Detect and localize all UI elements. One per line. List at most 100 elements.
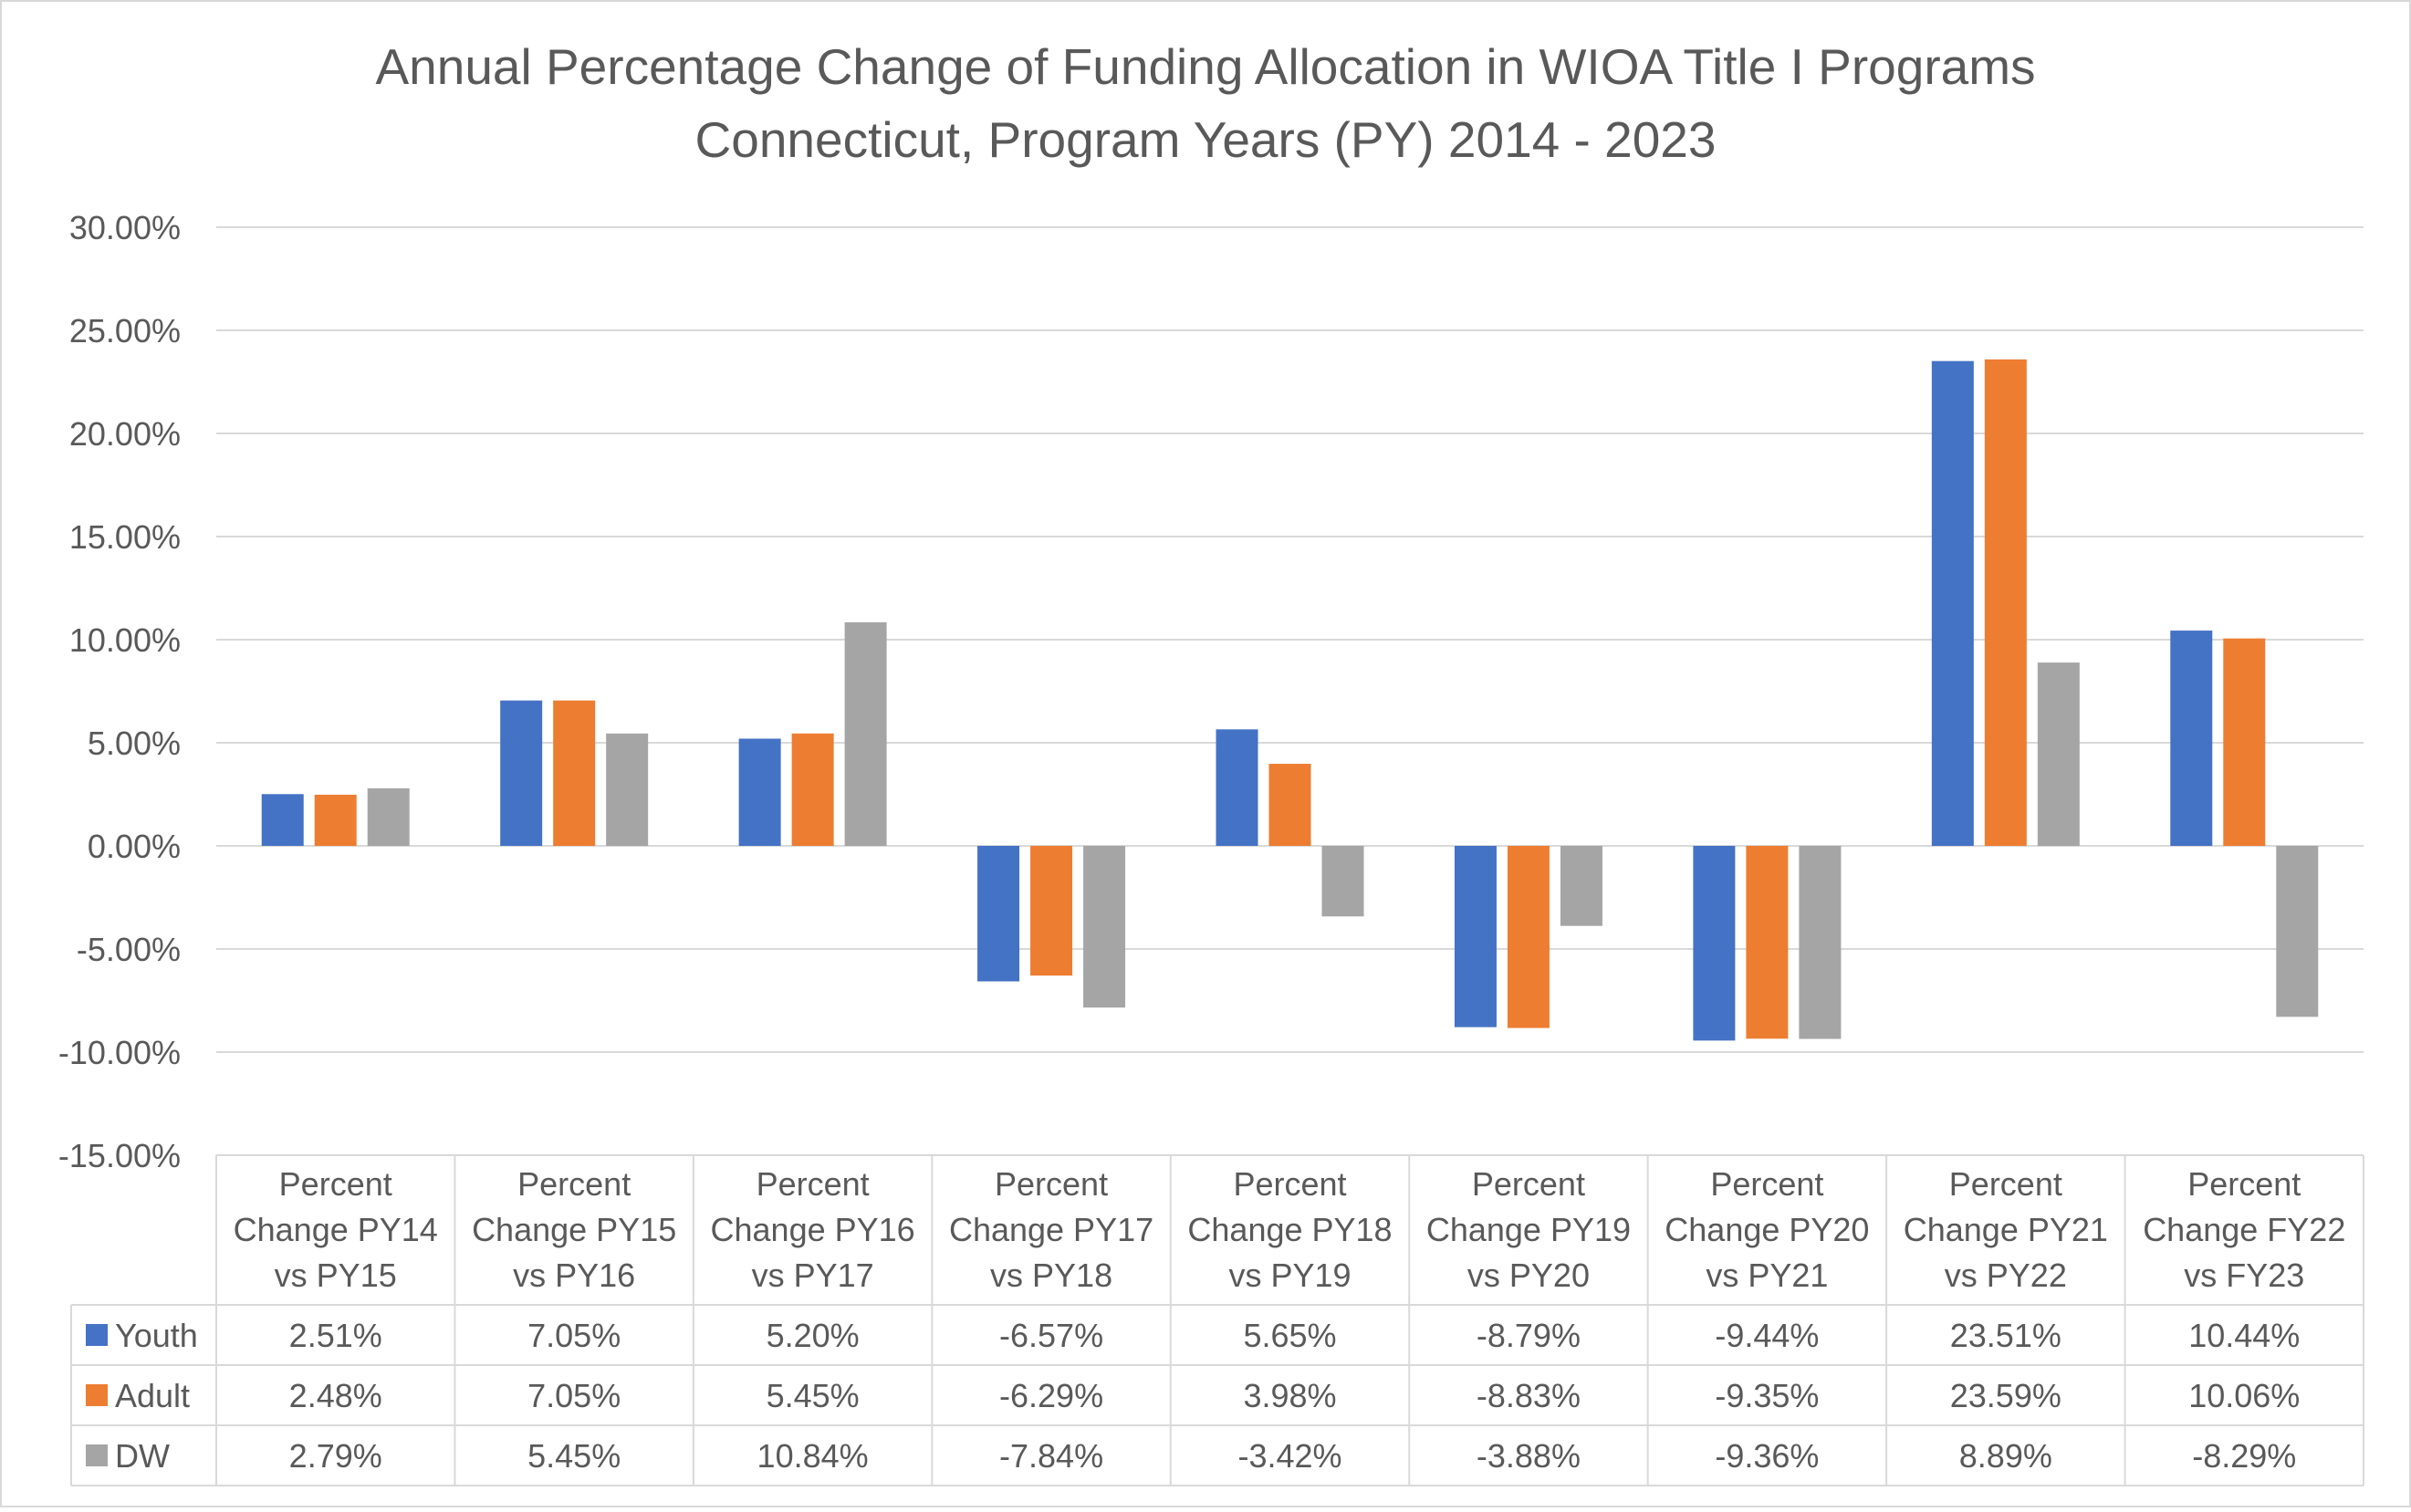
data-table-value: 8.89% — [1959, 1437, 2052, 1475]
data-table-value: 5.20% — [767, 1317, 860, 1354]
data-table-value: -6.29% — [999, 1377, 1103, 1414]
data-table-value: -6.57% — [999, 1317, 1103, 1354]
category-label: vs PY22 — [1945, 1257, 2067, 1294]
bar-adult — [1507, 846, 1550, 1028]
data-table-value: -3.88% — [1477, 1437, 1581, 1475]
bar-adult — [1746, 846, 1789, 1039]
bar-youth — [2170, 631, 2213, 846]
category-label: Change PY15 — [472, 1211, 676, 1248]
data-table-value: 7.05% — [527, 1317, 621, 1354]
data-table: Percent Change PY14 vs PY15 Percent Change P… — [70, 1154, 2364, 1486]
category-label: vs PY21 — [1706, 1257, 1828, 1294]
bar-youth — [261, 794, 304, 846]
category-label: Change PY21 — [1904, 1211, 2108, 1248]
y-tick-label: 20.00% — [69, 415, 181, 453]
bar-adult — [314, 794, 357, 846]
bar-youth — [1454, 846, 1497, 1027]
data-table-value: 10.84% — [757, 1437, 869, 1475]
bar-adult — [1984, 359, 2027, 847]
y-axis-tick-labels: 30.00% 25.00% 20.00% 15.00% 10.00% 5.00% 0.00%… — [58, 209, 181, 1174]
data-table-value: -7.84% — [999, 1437, 1103, 1475]
chart-subtitle: Connecticut, Program Years (PY) 2014 - 2… — [695, 111, 1717, 168]
category-label: Change PY17 — [949, 1211, 1153, 1248]
legend-key-adult — [86, 1384, 108, 1406]
category-label: Change PY14 — [234, 1211, 438, 1248]
bar-dw — [2037, 662, 2080, 846]
data-table-value: -8.79% — [1477, 1317, 1581, 1354]
category-label: Percent — [1710, 1165, 1823, 1203]
category-label: vs FY23 — [2184, 1257, 2304, 1294]
category-label: vs PY18 — [990, 1257, 1112, 1294]
data-table-value: -8.29% — [2192, 1437, 2296, 1475]
legend-key-youth — [86, 1324, 108, 1346]
bar-adult — [2223, 638, 2266, 846]
data-table-value: 2.51% — [289, 1317, 382, 1354]
category-label: vs PY17 — [752, 1257, 874, 1294]
bar-youth — [1693, 846, 1736, 1041]
data-table-value: 23.51% — [1950, 1317, 2061, 1354]
category-label: Percent — [1949, 1165, 2062, 1203]
y-tick-label: 10.00% — [69, 621, 181, 659]
data-table-value: 7.05% — [527, 1377, 621, 1414]
y-tick-label: 0.00% — [88, 828, 181, 865]
bar-youth — [1216, 729, 1258, 846]
category-label: Percent — [517, 1165, 631, 1203]
y-tick-label: 25.00% — [69, 312, 181, 349]
category-label: Change PY18 — [1187, 1211, 1392, 1248]
bar-dw — [606, 733, 649, 846]
category-label: vs PY19 — [1228, 1257, 1351, 1294]
bar-dw — [1799, 846, 1842, 1039]
category-label: vs PY20 — [1467, 1257, 1590, 1294]
bar-dw — [2276, 846, 2319, 1017]
category-label: Change PY19 — [1426, 1211, 1631, 1248]
bar-dw — [1321, 846, 1364, 917]
data-table-value: 3.98% — [1243, 1377, 1336, 1414]
category-label: Percent — [2187, 1165, 2301, 1203]
y-tick-label: 30.00% — [69, 209, 181, 246]
category-label: Percent — [1233, 1165, 1346, 1203]
category-label: Percent — [995, 1165, 1108, 1203]
bar-adult — [1030, 846, 1073, 976]
bar-youth — [1931, 360, 1974, 846]
bar-series — [261, 359, 2319, 1041]
legend-label-youth: Youth — [115, 1317, 198, 1354]
data-table-value: 5.45% — [527, 1437, 621, 1475]
data-table-value: -3.42% — [1237, 1437, 1341, 1475]
y-tick-label: -15.00% — [58, 1137, 181, 1174]
data-table-value: 23.59% — [1950, 1377, 2061, 1414]
category-label: Change PY16 — [711, 1211, 915, 1248]
category-label: Change PY20 — [1665, 1211, 1869, 1248]
bar-adult — [791, 733, 834, 846]
chart-title: Annual Percentage Change of Funding Allo… — [375, 38, 2035, 95]
legend-label-adult: Adult — [115, 1377, 190, 1414]
bar-adult — [553, 700, 596, 846]
bar-youth — [500, 700, 543, 846]
bar-youth — [738, 738, 781, 846]
data-table-value: 10.06% — [2188, 1377, 2300, 1414]
category-label: Change FY22 — [2143, 1211, 2345, 1248]
category-label: vs PY15 — [275, 1257, 397, 1294]
data-table-value: 2.48% — [289, 1377, 382, 1414]
category-label: Percent — [757, 1165, 870, 1203]
y-tick-label: -5.00% — [77, 931, 181, 968]
category-label: Percent — [1472, 1165, 1585, 1203]
legend-label-dw: DW — [115, 1437, 170, 1475]
data-table-value: -9.36% — [1715, 1437, 1819, 1475]
bar-dw — [1083, 846, 1126, 1008]
bar-youth — [977, 846, 1020, 982]
bar-dw — [367, 787, 410, 846]
bar-dw — [844, 622, 887, 846]
data-table-value: -9.44% — [1715, 1317, 1819, 1354]
category-label: Percent — [279, 1165, 392, 1203]
y-tick-label: -10.00% — [58, 1034, 181, 1071]
data-table-value: -8.83% — [1477, 1377, 1581, 1414]
data-table-value: 10.44% — [2188, 1317, 2300, 1354]
data-table-value: 2.79% — [289, 1437, 382, 1475]
y-tick-label: 5.00% — [88, 725, 181, 762]
bar-dw — [1560, 846, 1602, 926]
legend-key-dw — [86, 1444, 108, 1466]
data-table-value: 5.65% — [1243, 1317, 1336, 1354]
